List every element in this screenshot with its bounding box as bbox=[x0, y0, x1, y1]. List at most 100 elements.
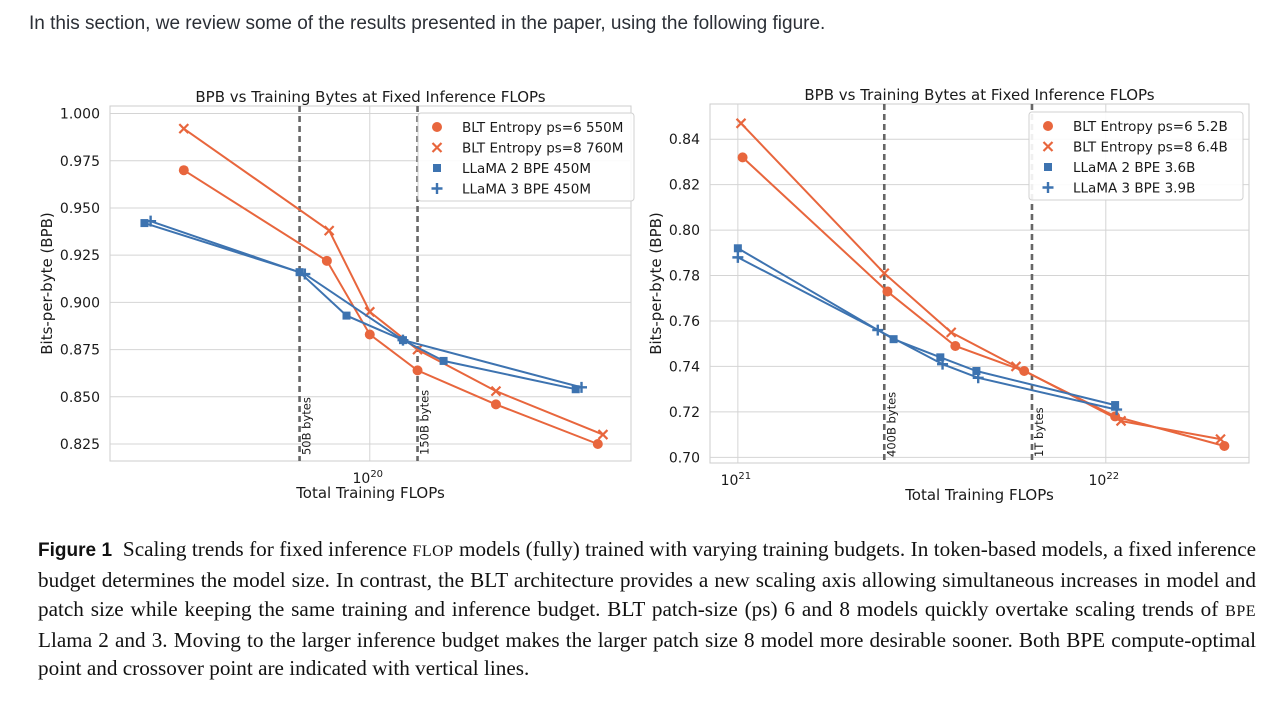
vline-label: 50B bytes bbox=[300, 397, 314, 455]
vline-label: 150B bytes bbox=[418, 390, 432, 455]
caption-text-1: Scaling trends for fixed inference bbox=[122, 537, 407, 561]
data-point-square bbox=[439, 356, 448, 365]
caption-text-2: models (fully) trained with varying trai… bbox=[38, 537, 1257, 621]
data-point-square bbox=[342, 311, 351, 320]
x-tick-label: 1020 bbox=[352, 469, 383, 487]
y-tick-label: 0.850 bbox=[60, 390, 100, 406]
data-point-plus bbox=[145, 215, 157, 227]
intro-text: In this section, we review some of the r… bbox=[29, 13, 826, 34]
x-tick-label: 1022 bbox=[1089, 471, 1120, 489]
y-tick-label: 0.70 bbox=[669, 450, 700, 466]
y-tick-label: 0.950 bbox=[60, 201, 100, 217]
caption-flop: FLOP bbox=[412, 543, 454, 560]
legend-box bbox=[1028, 111, 1244, 201]
data-point-x bbox=[490, 385, 502, 397]
chart-2: 0.70 0.72 0.74 0.76 0.78 0.80 0.82 0.84 1021 1022… bbox=[647, 86, 1250, 504]
y-tick-label: 0.825 bbox=[60, 437, 100, 453]
data-point-circle bbox=[178, 165, 189, 176]
y-tick-label: 0.76 bbox=[669, 314, 700, 330]
data-point-x bbox=[178, 123, 190, 134]
series-line bbox=[183, 127, 604, 436]
y-tick-label: 0.74 bbox=[669, 359, 700, 375]
data-point-x bbox=[1010, 361, 1022, 372]
legend: BLT Entropy ps=6 550M BLT Entropy ps=8 76… bbox=[417, 112, 635, 202]
data-point-circle bbox=[1219, 440, 1230, 451]
data-point-circle bbox=[950, 340, 961, 351]
x-axis-label: Total Training FLOPs bbox=[295, 484, 445, 502]
x-tick-label: 1021 bbox=[721, 471, 752, 489]
y-tick-label: 0.82 bbox=[669, 178, 700, 194]
data-point-circle bbox=[364, 329, 375, 340]
data-point-plus bbox=[576, 381, 587, 393]
data-point-square bbox=[571, 385, 580, 394]
data-point-x bbox=[735, 118, 747, 129]
series-circle bbox=[178, 165, 603, 450]
data-point-circle bbox=[592, 439, 603, 450]
data-point-x bbox=[1042, 141, 1054, 152]
data-point-square bbox=[972, 366, 981, 375]
legend-label: BLT Entropy ps=6 5.2B bbox=[1073, 119, 1228, 135]
series-plus bbox=[732, 251, 1123, 416]
data-point-plus bbox=[1042, 182, 1054, 193]
series-line bbox=[740, 122, 1221, 441]
data-point-plus bbox=[872, 324, 884, 336]
data-point-plus bbox=[732, 251, 744, 263]
data-point-x bbox=[945, 327, 957, 338]
chart-title: BPB vs Training Bytes at Fixed Inference… bbox=[804, 86, 1154, 104]
y-tick-label: 0.900 bbox=[60, 295, 100, 311]
figure-caption: Figure 1 Scaling trends for fixed infere… bbox=[38, 535, 1256, 682]
legend-label: LLaMA 2 BPE 3.6B bbox=[1073, 160, 1195, 176]
y-tick-label: 0.80 bbox=[669, 223, 700, 239]
data-point-plus bbox=[937, 358, 949, 370]
legend-label: LLaMA 3 BPE 450M bbox=[462, 182, 591, 198]
caption-label: Figure 1 bbox=[38, 540, 113, 561]
data-point-x bbox=[323, 225, 335, 236]
legend-label: LLaMA 2 BPE 450M bbox=[462, 161, 591, 177]
vline-label: 1T bytes bbox=[1032, 407, 1046, 457]
legend-label: LLaMA 3 BPE 3.9B bbox=[1073, 181, 1195, 197]
data-point-plus bbox=[972, 372, 984, 384]
data-point-x bbox=[431, 142, 443, 153]
y-axis-label: Bits-per-byte (BPB) bbox=[38, 212, 56, 355]
series-line bbox=[150, 220, 582, 389]
data-point-square bbox=[733, 244, 742, 253]
data-point-x bbox=[1215, 433, 1226, 445]
data-point-square bbox=[936, 353, 945, 362]
y-tick-label: 0.72 bbox=[669, 405, 700, 421]
data-point-x bbox=[1115, 415, 1127, 427]
legend-box bbox=[417, 112, 635, 202]
data-point-circle bbox=[412, 365, 423, 376]
y-tick-label: 0.875 bbox=[60, 343, 100, 359]
series-line bbox=[741, 156, 1225, 447]
legend-label: BLT Entropy ps=8 6.4B bbox=[1073, 140, 1228, 156]
y-tick-label: 0.84 bbox=[669, 132, 700, 148]
data-point-circle bbox=[490, 399, 501, 410]
data-point-circle bbox=[737, 152, 748, 163]
caption-text-3: Llama 2 and 3. Moving to the larger infe… bbox=[38, 627, 1256, 681]
data-point-square bbox=[433, 164, 441, 172]
vline-label: 400B bytes bbox=[884, 392, 898, 457]
y-tick-label: 0.975 bbox=[60, 154, 100, 170]
data-point-square bbox=[1044, 163, 1052, 171]
data-point-square bbox=[1111, 401, 1120, 410]
legend-label: BLT Entropy ps=6 550M bbox=[462, 120, 623, 136]
data-point-plus bbox=[397, 334, 409, 346]
series-x bbox=[178, 123, 609, 440]
x-axis-label: Total Training FLOPs bbox=[904, 486, 1054, 504]
chart-title: BPB vs Training Bytes at Fixed Inference… bbox=[195, 88, 545, 106]
y-tick-label: 0.925 bbox=[60, 248, 100, 264]
caption-bpe: BPE bbox=[1225, 602, 1256, 620]
series-x bbox=[735, 118, 1226, 445]
data-point-x bbox=[879, 267, 890, 279]
chart-1: 0.825 0.850 0.875 0.900 0.925 0.950 0.975 1.000… bbox=[38, 88, 635, 502]
legend: BLT Entropy ps=6 5.2B BLT Entropy ps=8 6.… bbox=[1028, 111, 1244, 201]
series-plus bbox=[145, 215, 587, 393]
y-tick-label: 1.000 bbox=[60, 107, 100, 123]
y-tick-label: 0.78 bbox=[669, 269, 700, 285]
legend-label: BLT Entropy ps=8 760M bbox=[462, 141, 623, 157]
data-point-circle bbox=[321, 255, 332, 266]
data-point-plus bbox=[1111, 404, 1123, 416]
data-point-circle bbox=[1043, 121, 1053, 131]
data-point-square bbox=[140, 219, 149, 228]
data-point-circle bbox=[882, 286, 893, 297]
